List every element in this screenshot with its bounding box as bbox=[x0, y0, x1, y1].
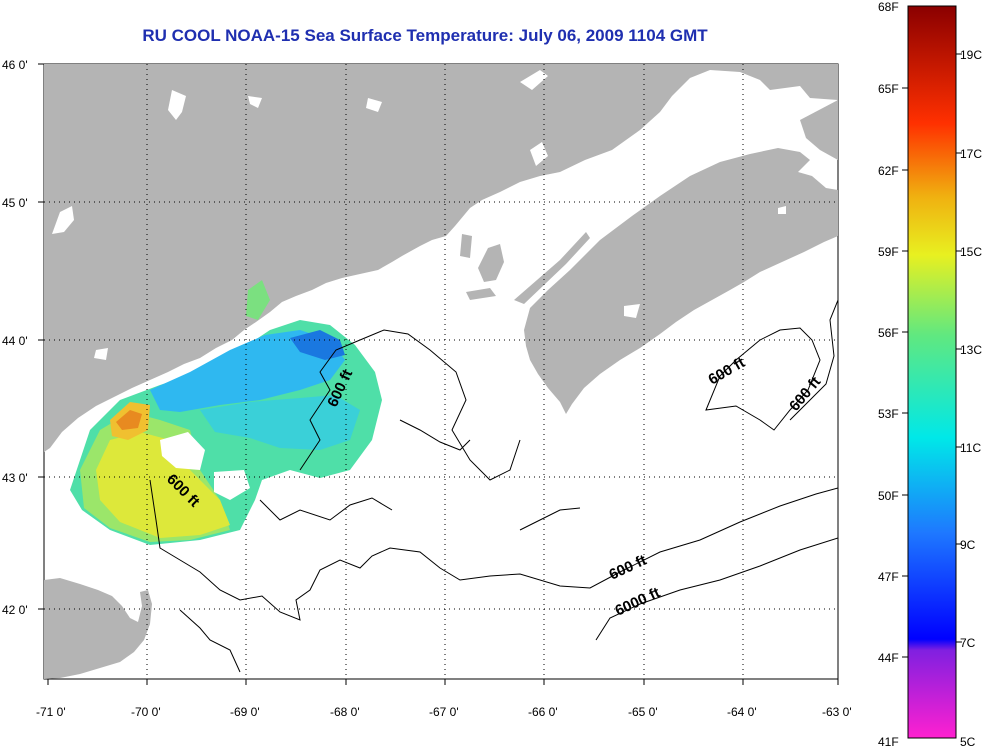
colorbar-f-label: 50F bbox=[878, 489, 899, 503]
colorbar bbox=[907, 5, 957, 739]
colorbar-f-label: 62F bbox=[878, 164, 899, 178]
colorbar-f-label: 41F bbox=[878, 735, 899, 749]
colorbar-c-label: 5C bbox=[960, 735, 976, 749]
lon-tick-label: -68 0' bbox=[330, 705, 360, 719]
colorbar-c-label: 15C bbox=[960, 245, 982, 259]
colorbar-f-label: 56F bbox=[878, 326, 899, 340]
depth-contours bbox=[149, 299, 838, 673]
lat-tick-label: 42 0' bbox=[2, 603, 28, 617]
lat-tick-label: 43 0' bbox=[2, 471, 28, 485]
lat-tick-label: 45 0' bbox=[2, 196, 28, 210]
colorbar-f-label: 65F bbox=[878, 82, 899, 96]
lon-tick-label: -64 0' bbox=[727, 705, 757, 719]
lon-tick-label: -71 0' bbox=[36, 705, 66, 719]
land-cape-breton bbox=[800, 100, 838, 160]
lat-tick-label: 44 0' bbox=[2, 334, 28, 348]
land-nova-scotia bbox=[524, 148, 838, 414]
colorbar-f-label: 53F bbox=[878, 407, 899, 421]
lat-tick-label: 46 0' bbox=[2, 58, 28, 72]
land-cape-cod bbox=[44, 578, 152, 679]
colorbar-c-label: 13C bbox=[960, 343, 982, 357]
lon-tick-label: -65 0' bbox=[628, 705, 658, 719]
colorbar-f-label: 47F bbox=[878, 570, 899, 584]
colorbar-c-label: 19C bbox=[960, 48, 982, 62]
colorbar-f-label: 68F bbox=[878, 0, 899, 14]
map-title: RU COOL NOAA-15 Sea Surface Temperature:… bbox=[142, 26, 708, 45]
colorbar-c-label: 11C bbox=[960, 441, 981, 455]
colorbar-c-label: 17C bbox=[960, 147, 982, 161]
lon-tick-label: -63 0' bbox=[822, 705, 852, 719]
lon-tick-label: -70 0' bbox=[131, 705, 161, 719]
colorbar-f-label: 44F bbox=[878, 651, 899, 665]
lon-tick-label: -69 0' bbox=[230, 705, 260, 719]
colorbar-f-label: 59F bbox=[878, 245, 899, 259]
lon-tick-label: -66 0' bbox=[528, 705, 558, 719]
colorbar-c-label: 9C bbox=[960, 538, 976, 552]
colorbar-c-label: 7C bbox=[960, 636, 976, 650]
land-mainland bbox=[44, 64, 838, 452]
lon-tick-label: -67 0' bbox=[429, 705, 459, 719]
